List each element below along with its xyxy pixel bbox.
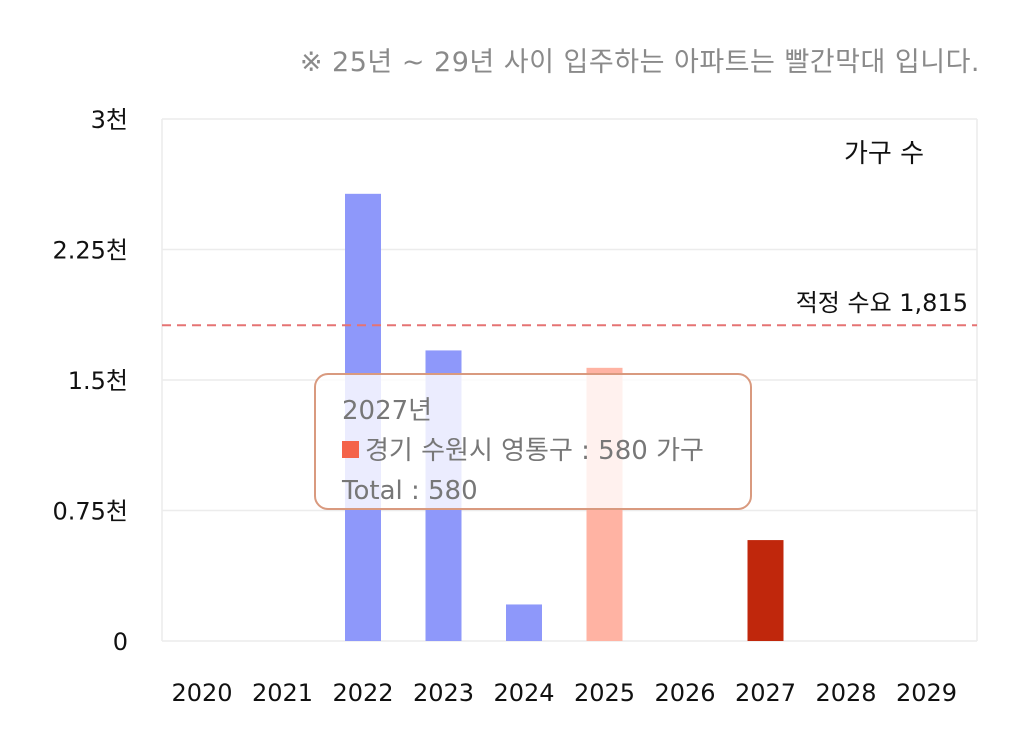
x-tick-label: 2027: [735, 679, 796, 707]
x-tick-label: 2021: [252, 679, 313, 707]
y-tick-label: 2.25천: [52, 237, 128, 265]
x-tick-label: 2028: [815, 679, 876, 707]
x-tick-label: 2024: [493, 679, 554, 707]
bar: [506, 604, 542, 641]
x-tick-label: 2026: [654, 679, 715, 707]
tooltip: 2027년 경기 수원시 영통구 : 580 가구 Total : 580: [314, 373, 752, 510]
x-tick-label: 2025: [574, 679, 635, 707]
tooltip-total: Total : 580: [342, 476, 478, 506]
tooltip-swatch: [342, 441, 359, 458]
y-tick-label: 0.75천: [52, 498, 128, 526]
x-tick-label: 2029: [896, 679, 957, 707]
x-tick-label: 2022: [332, 679, 393, 707]
grid-lines: [161, 118, 978, 642]
chart-note: ※ 25년 ~ 29년 사이 입주하는 아파트는 빨간막대 입니다.: [299, 47, 980, 78]
reference-line: 적정 수요 1,815: [162, 289, 977, 327]
axis-labels: 0 0.75천 1.5천 2.25천 3천 2020 2021 2022 2023 2024 202…: [52, 106, 957, 707]
x-tick-label: 2023: [413, 679, 474, 707]
x-tick-label: 2020: [171, 679, 232, 707]
y-tick-label: 1.5천: [68, 367, 128, 395]
tooltip-series-row: 경기 수원시 영통구 : 580 가구: [342, 431, 750, 471]
bar: [747, 540, 784, 641]
tooltip-title: 2027년: [342, 396, 433, 426]
y-tick-label: 0: [113, 628, 128, 656]
y-tick-label: 3천: [91, 106, 128, 134]
demand-line-label: 적정 수요 1,815: [796, 289, 968, 317]
tooltip-series-text: 경기 수원시 영통구 : 580 가구: [365, 436, 704, 466]
unit-label: 가구 수: [844, 139, 924, 169]
